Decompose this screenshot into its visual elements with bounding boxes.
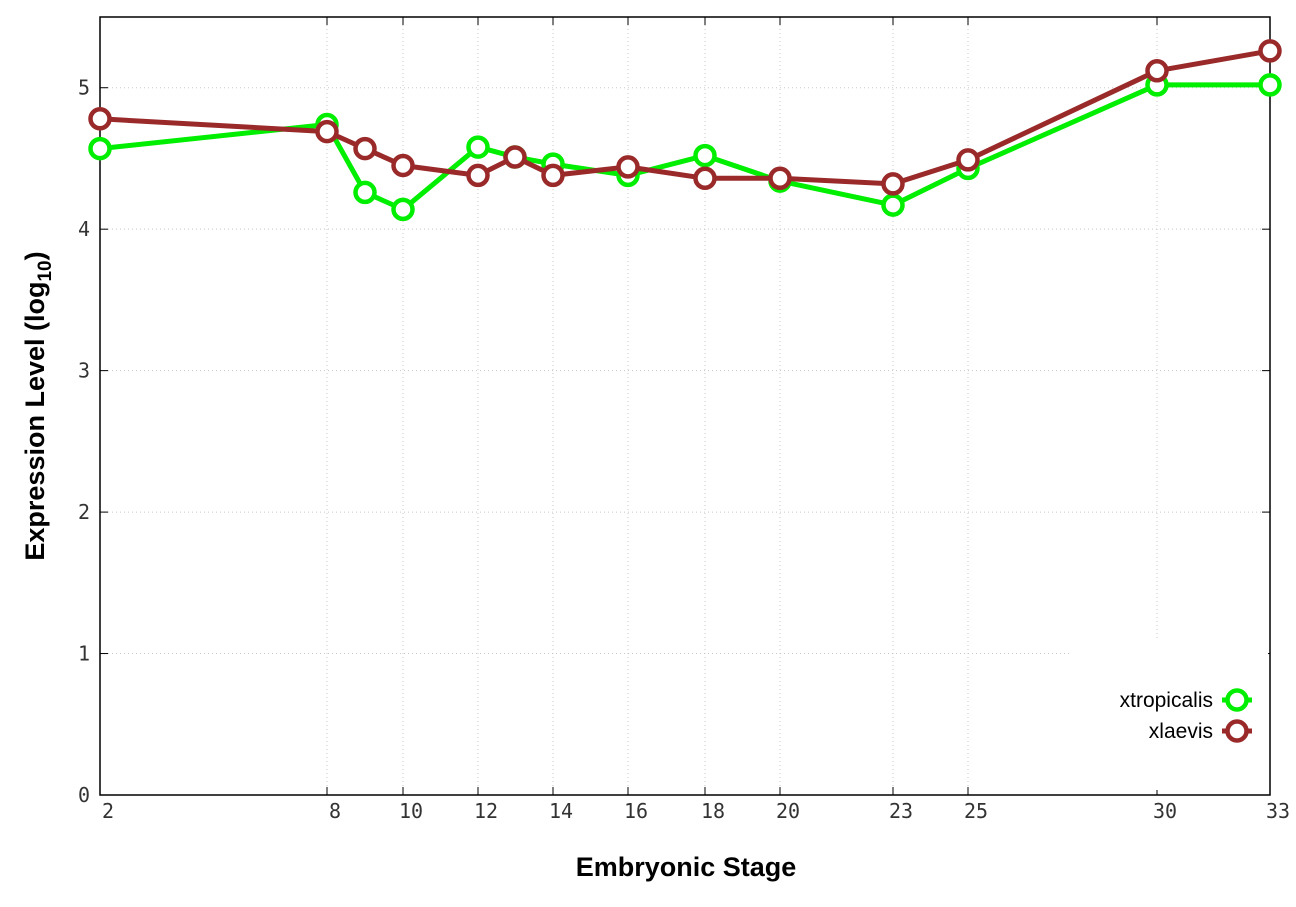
legend-marker-xlaevis — [1225, 719, 1249, 743]
data-point-xlaevis — [88, 107, 112, 131]
data-point-xtropicalis — [1258, 73, 1282, 97]
series-xlaevis — [88, 39, 1282, 196]
data-point-xtropicalis — [353, 180, 377, 205]
y-tick-label: 0 — [78, 783, 90, 807]
x-tick-label: 2 — [102, 799, 114, 823]
x-tick-label: 14 — [549, 799, 573, 823]
x-tick-label: 33 — [1266, 799, 1290, 823]
grid-lines — [100, 17, 1270, 795]
y-axis-title-subscript: 10 — [35, 260, 56, 281]
x-tick-label: 8 — [329, 799, 341, 823]
data-point-xlaevis — [466, 163, 490, 188]
legend: xtropicalis xlaevis — [1072, 640, 1268, 790]
data-point-xtropicalis — [881, 193, 905, 217]
x-tick-label: 25 — [964, 799, 988, 823]
x-tick-label: 30 — [1153, 799, 1177, 823]
data-point-xlaevis — [881, 172, 905, 196]
data-point-xlaevis — [693, 166, 717, 191]
y-axis-title-main: Expression Level (log — [20, 282, 50, 561]
data-point-xlaevis — [541, 163, 565, 188]
data-point-xtropicalis — [88, 136, 112, 161]
x-tick-label: 12 — [474, 799, 498, 823]
series-line-xtropicalis — [99, 82, 1270, 212]
data-point-xlaevis — [1145, 59, 1169, 83]
y-tick-label: 3 — [78, 359, 90, 383]
legend-marker-xtropicalis — [1225, 688, 1249, 712]
series-line-xlaevis — [99, 48, 1271, 187]
data-point-xtropicalis — [693, 143, 717, 168]
data-point-xlaevis — [315, 119, 339, 144]
legend-background — [1072, 640, 1268, 790]
legend-label-xtropicalis: xtropicalis — [1120, 689, 1213, 712]
data-point-xtropicalis — [391, 197, 415, 222]
data-point-xlaevis — [503, 145, 527, 169]
y-tick-label: 1 — [78, 642, 90, 666]
data-point-xlaevis — [391, 153, 415, 178]
y-tick-label: 5 — [78, 76, 90, 100]
y-axis-title-close: ) — [20, 251, 50, 260]
x-tick-label: 10 — [399, 799, 423, 823]
x-tick-label: 18 — [701, 799, 725, 823]
data-point-xlaevis — [353, 136, 377, 161]
data-point-xlaevis — [616, 155, 640, 179]
data-point-xlaevis — [1258, 39, 1282, 63]
x-axis-title: Embryonic Stage — [576, 852, 797, 882]
y-axis-title: Expression Level (log10) — [20, 251, 56, 560]
y-tick-label: 4 — [78, 217, 90, 241]
x-tick-label: 16 — [624, 799, 648, 823]
data-point-xlaevis — [768, 166, 792, 191]
series-layer — [88, 39, 1282, 222]
y-tick-label: 2 — [78, 500, 90, 524]
legend-label-xlaevis: xlaevis — [1149, 720, 1213, 743]
x-tick-label: 20 — [776, 799, 800, 823]
plot-frame — [99, 16, 1271, 796]
data-point-xlaevis — [956, 148, 980, 172]
x-tick-label: 23 — [889, 799, 913, 823]
data-point-xtropicalis — [466, 135, 490, 159]
